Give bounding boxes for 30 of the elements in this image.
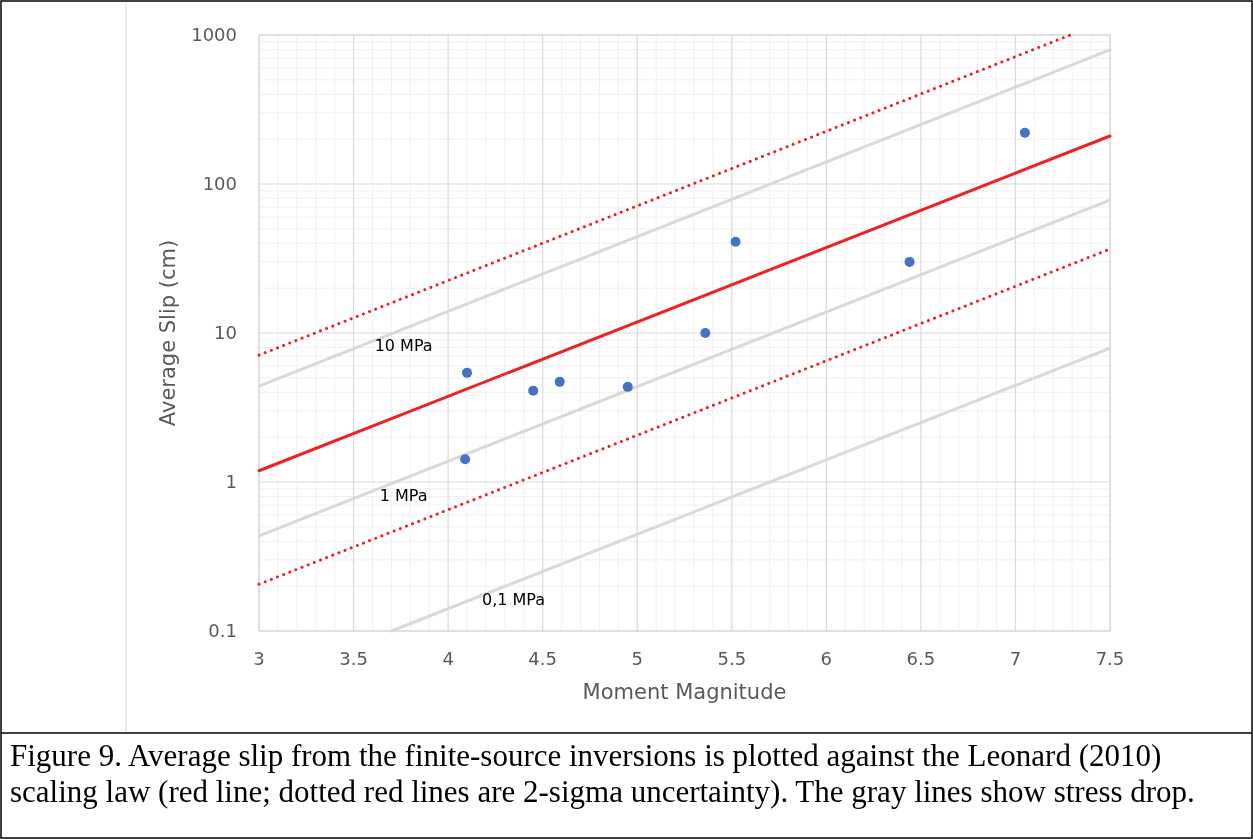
caption: Figure 9. Average slip from the finite-source inversions is plotted against the Leonard (2010) scaling law (red line; dotted red lines are 2-sigma uncertainty). The gray lines show stress drop.: [10, 738, 1196, 810]
x-tick-label: 3.5: [339, 648, 368, 669]
y-tick-label: 10: [214, 322, 237, 343]
y-tick-label: 100: [202, 173, 237, 194]
x-tick-label: 5: [631, 648, 643, 669]
x-tick-label: 7: [1009, 648, 1022, 669]
point: [700, 328, 711, 338]
x-tick-label: 3: [253, 648, 265, 669]
point: [1019, 127, 1030, 138]
x-tick-label: 6.5: [906, 648, 936, 669]
point: [730, 236, 741, 247]
series-label: 0,1 MPa: [482, 589, 546, 609]
point: [904, 256, 915, 267]
point: [462, 367, 473, 378]
point: [554, 376, 565, 387]
x-axis-title: Moment Magnitude: [582, 680, 787, 704]
x-tick-label: 4: [442, 648, 454, 669]
point: [622, 381, 633, 392]
x-tick-label: 6: [820, 648, 833, 669]
x-tick-label: 4.5: [528, 648, 557, 669]
series-label: 1 MPa: [379, 485, 428, 505]
series-label: 10 MPa: [374, 335, 433, 355]
y-tick-label: 0.1: [208, 620, 237, 641]
x-tick-label: 5.5: [717, 648, 747, 669]
x-tick-label: 7.5: [1095, 648, 1125, 669]
y-tick-label: 1: [225, 471, 237, 492]
y-axis-title: Average Slip (cm): [156, 239, 180, 427]
point: [528, 385, 539, 396]
point: [460, 454, 471, 465]
y-tick-label: 1000: [191, 24, 237, 45]
